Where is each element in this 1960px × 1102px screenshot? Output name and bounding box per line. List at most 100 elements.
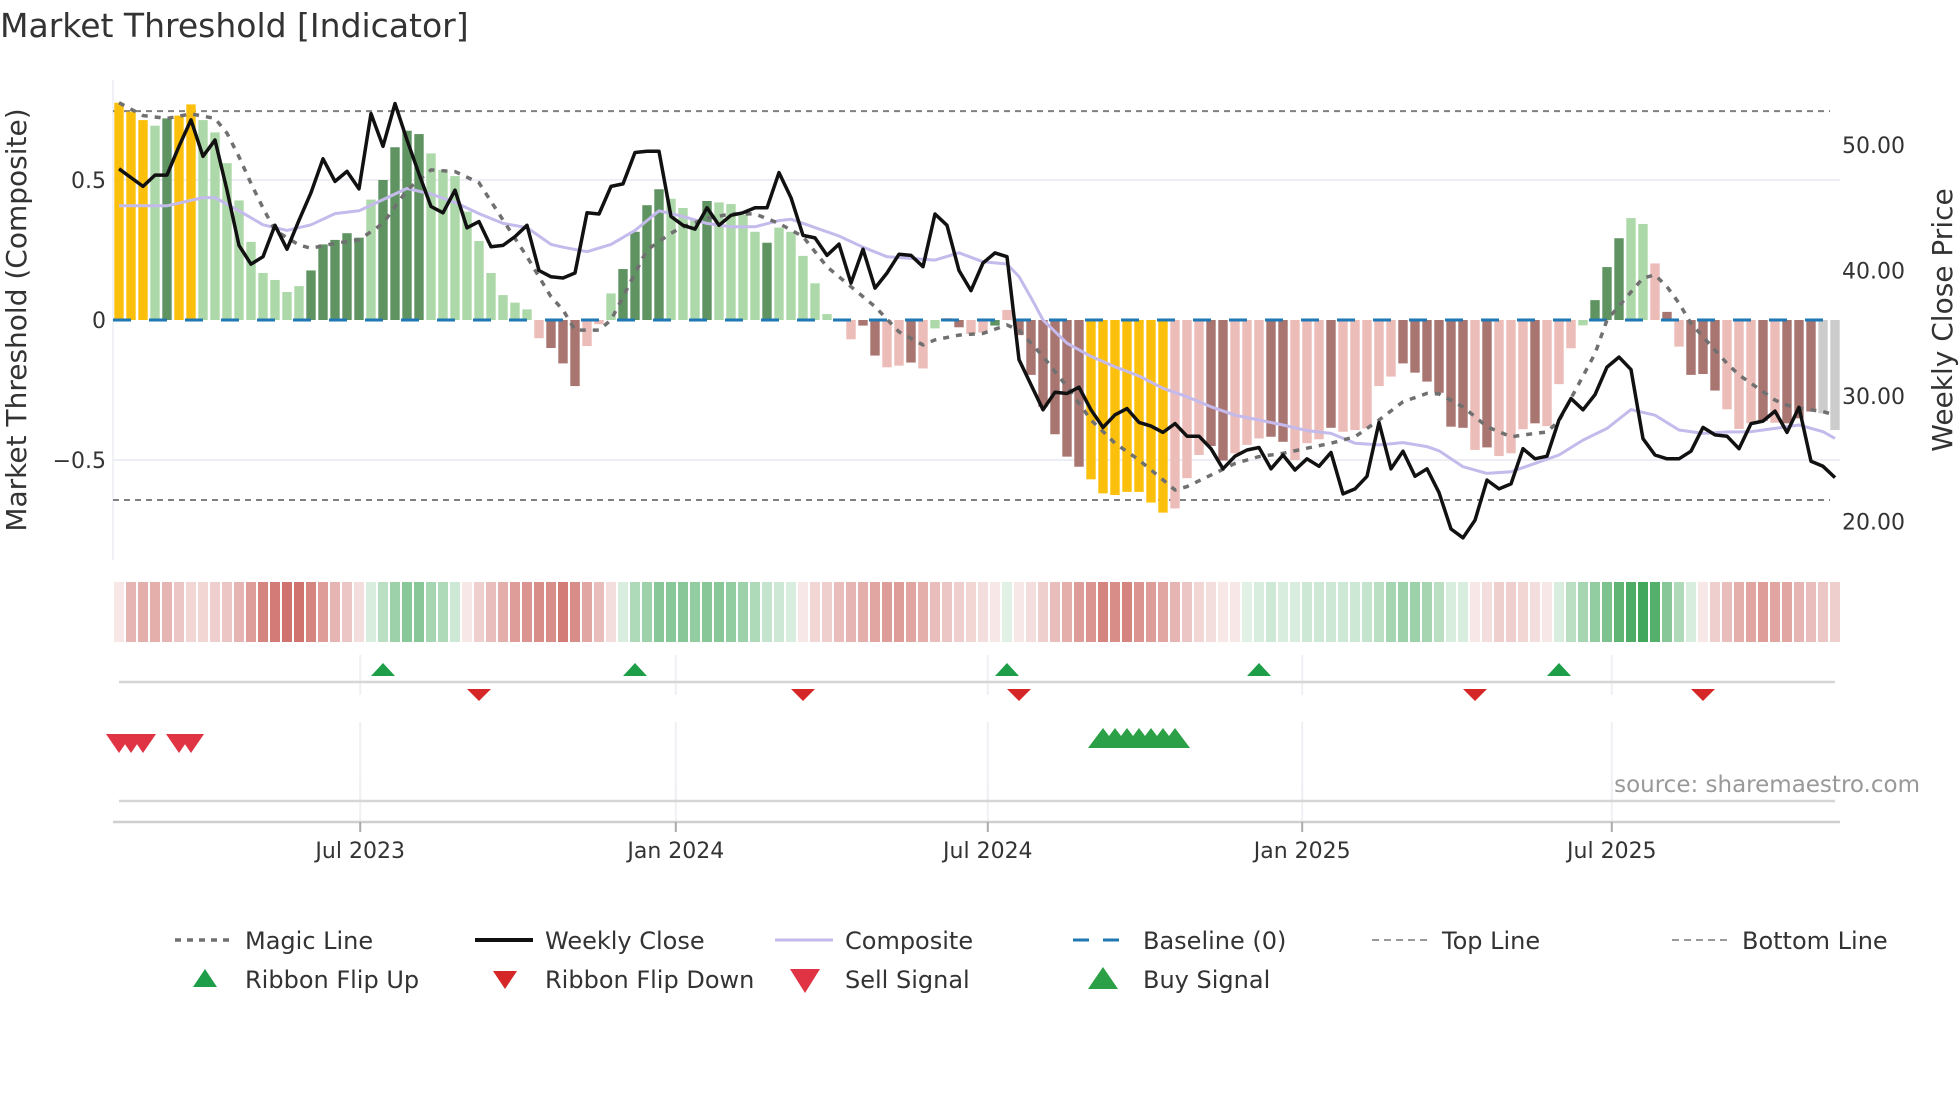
- composite-bar: [582, 320, 592, 347]
- composite-bar: [414, 134, 424, 320]
- y-axis-title: Market Threshold (Composite): [0, 108, 33, 531]
- composite-bar: [1470, 320, 1480, 450]
- y-right-tick-label: 50.00: [1842, 134, 1905, 159]
- ribbon-cell: [1422, 582, 1432, 642]
- composite-bar: [750, 231, 760, 320]
- ribbon-cell: [462, 582, 472, 642]
- ribbon-cell: [1182, 582, 1192, 642]
- ribbon-cell: [1122, 582, 1132, 642]
- ribbon-cell: [870, 582, 880, 642]
- ribbon-cell: [1662, 582, 1672, 642]
- composite-bar: [354, 237, 364, 320]
- ribbon-flip-down-marker: [1463, 689, 1487, 701]
- composite-bar: [738, 215, 748, 320]
- composite-bar: [1650, 263, 1660, 320]
- ribbon-cell: [1398, 582, 1408, 642]
- ribbon-cell: [666, 582, 676, 642]
- ribbon-cell: [558, 582, 568, 642]
- ribbon-cell: [594, 582, 604, 642]
- triangle-down-icon: [790, 969, 820, 993]
- ribbon-cell: [1494, 582, 1504, 642]
- composite-bar: [1554, 320, 1564, 385]
- ribbon-cell: [1110, 582, 1120, 642]
- composite-bar: [1542, 320, 1552, 427]
- ribbon-cell: [414, 582, 424, 642]
- composite-bar: [1074, 320, 1084, 467]
- legend-label: Ribbon Flip Down: [545, 966, 754, 994]
- composite-bar: [858, 320, 868, 326]
- ribbon-cell: [186, 582, 196, 642]
- composite-bar: [774, 227, 784, 320]
- ribbon-cell: [1302, 582, 1312, 642]
- ribbon-cell: [1410, 582, 1420, 642]
- composite-bar: [1050, 320, 1060, 435]
- ribbon-cell: [1614, 582, 1624, 642]
- ribbon-cell: [582, 582, 592, 642]
- ribbon-cell: [1266, 582, 1276, 642]
- ribbon-cell: [498, 582, 508, 642]
- composite-bar: [930, 320, 940, 329]
- ribbon-cell: [1074, 582, 1084, 642]
- ribbon-cell: [1242, 582, 1252, 642]
- ribbon-cell: [1470, 582, 1480, 642]
- legend-label: Baseline (0): [1143, 927, 1286, 955]
- composite-bar: [114, 102, 124, 320]
- composite-bar: [1062, 320, 1072, 457]
- composite-bar: [510, 302, 520, 320]
- composite-bar: [1494, 320, 1504, 457]
- composite-bar: [1770, 320, 1780, 423]
- ribbon-cell: [942, 582, 952, 642]
- ribbon-cell: [606, 582, 616, 642]
- composite-bar: [198, 120, 208, 320]
- composite-bar: [1782, 320, 1792, 424]
- y-right-tick-label: 40.00: [1842, 260, 1905, 285]
- composite-bar: [990, 320, 1000, 326]
- legend-item-composite: Composite: [775, 927, 973, 955]
- ribbon-cell: [1086, 582, 1096, 642]
- composite-bar: [282, 292, 292, 320]
- ribbon-cell: [990, 582, 1000, 642]
- composite-line: [119, 186, 1836, 475]
- ribbon-cell: [1518, 582, 1528, 642]
- ribbon-cell: [1194, 582, 1204, 642]
- composite-bar: [642, 205, 652, 320]
- x-tick-label: Jan 2025: [1252, 839, 1351, 864]
- ribbon-cell: [174, 582, 184, 642]
- chart-title: Market Threshold [Indicator]: [0, 6, 469, 45]
- ribbon-cell: [354, 582, 364, 642]
- composite-bar: [210, 132, 220, 320]
- composite-bar: [1398, 320, 1408, 364]
- legend-label: Weekly Close: [545, 927, 705, 955]
- composite-bar: [294, 286, 304, 320]
- ribbon-flip-up-marker: [1247, 663, 1271, 676]
- ribbon-flip-up-marker: [371, 663, 395, 676]
- ribbon-cell: [690, 582, 700, 642]
- composite-bar: [1686, 320, 1696, 375]
- composite-bar: [894, 320, 904, 366]
- y-tick-label: 0.5: [71, 169, 106, 194]
- legend-label: Buy Signal: [1143, 966, 1270, 994]
- ribbon-cell: [570, 582, 580, 642]
- ribbon-cell: [1542, 582, 1552, 642]
- legend-item-ribbon-flip-down: Ribbon Flip Down: [493, 966, 754, 994]
- ribbon-cell: [1434, 582, 1444, 642]
- ribbon-cell: [618, 582, 628, 642]
- composite-bar: [390, 147, 400, 320]
- composite-bar: [1566, 320, 1576, 349]
- composite-bar: [1254, 320, 1264, 439]
- ribbon-cell: [126, 582, 136, 642]
- composite-bar: [666, 198, 676, 320]
- ribbon-cell: [114, 582, 124, 642]
- composite-bar: [162, 118, 172, 321]
- ribbon-cell: [1230, 582, 1240, 642]
- composite-bar: [1518, 320, 1528, 430]
- ribbon-cell: [1710, 582, 1720, 642]
- ribbon-cell: [1698, 582, 1708, 642]
- composite-bar: [1218, 320, 1228, 461]
- ribbon-flip-down-marker: [791, 689, 815, 701]
- composite-bar: [606, 293, 616, 320]
- composite-bar: [258, 272, 268, 320]
- ribbon-cell: [1134, 582, 1144, 642]
- composite-bar: [618, 269, 628, 320]
